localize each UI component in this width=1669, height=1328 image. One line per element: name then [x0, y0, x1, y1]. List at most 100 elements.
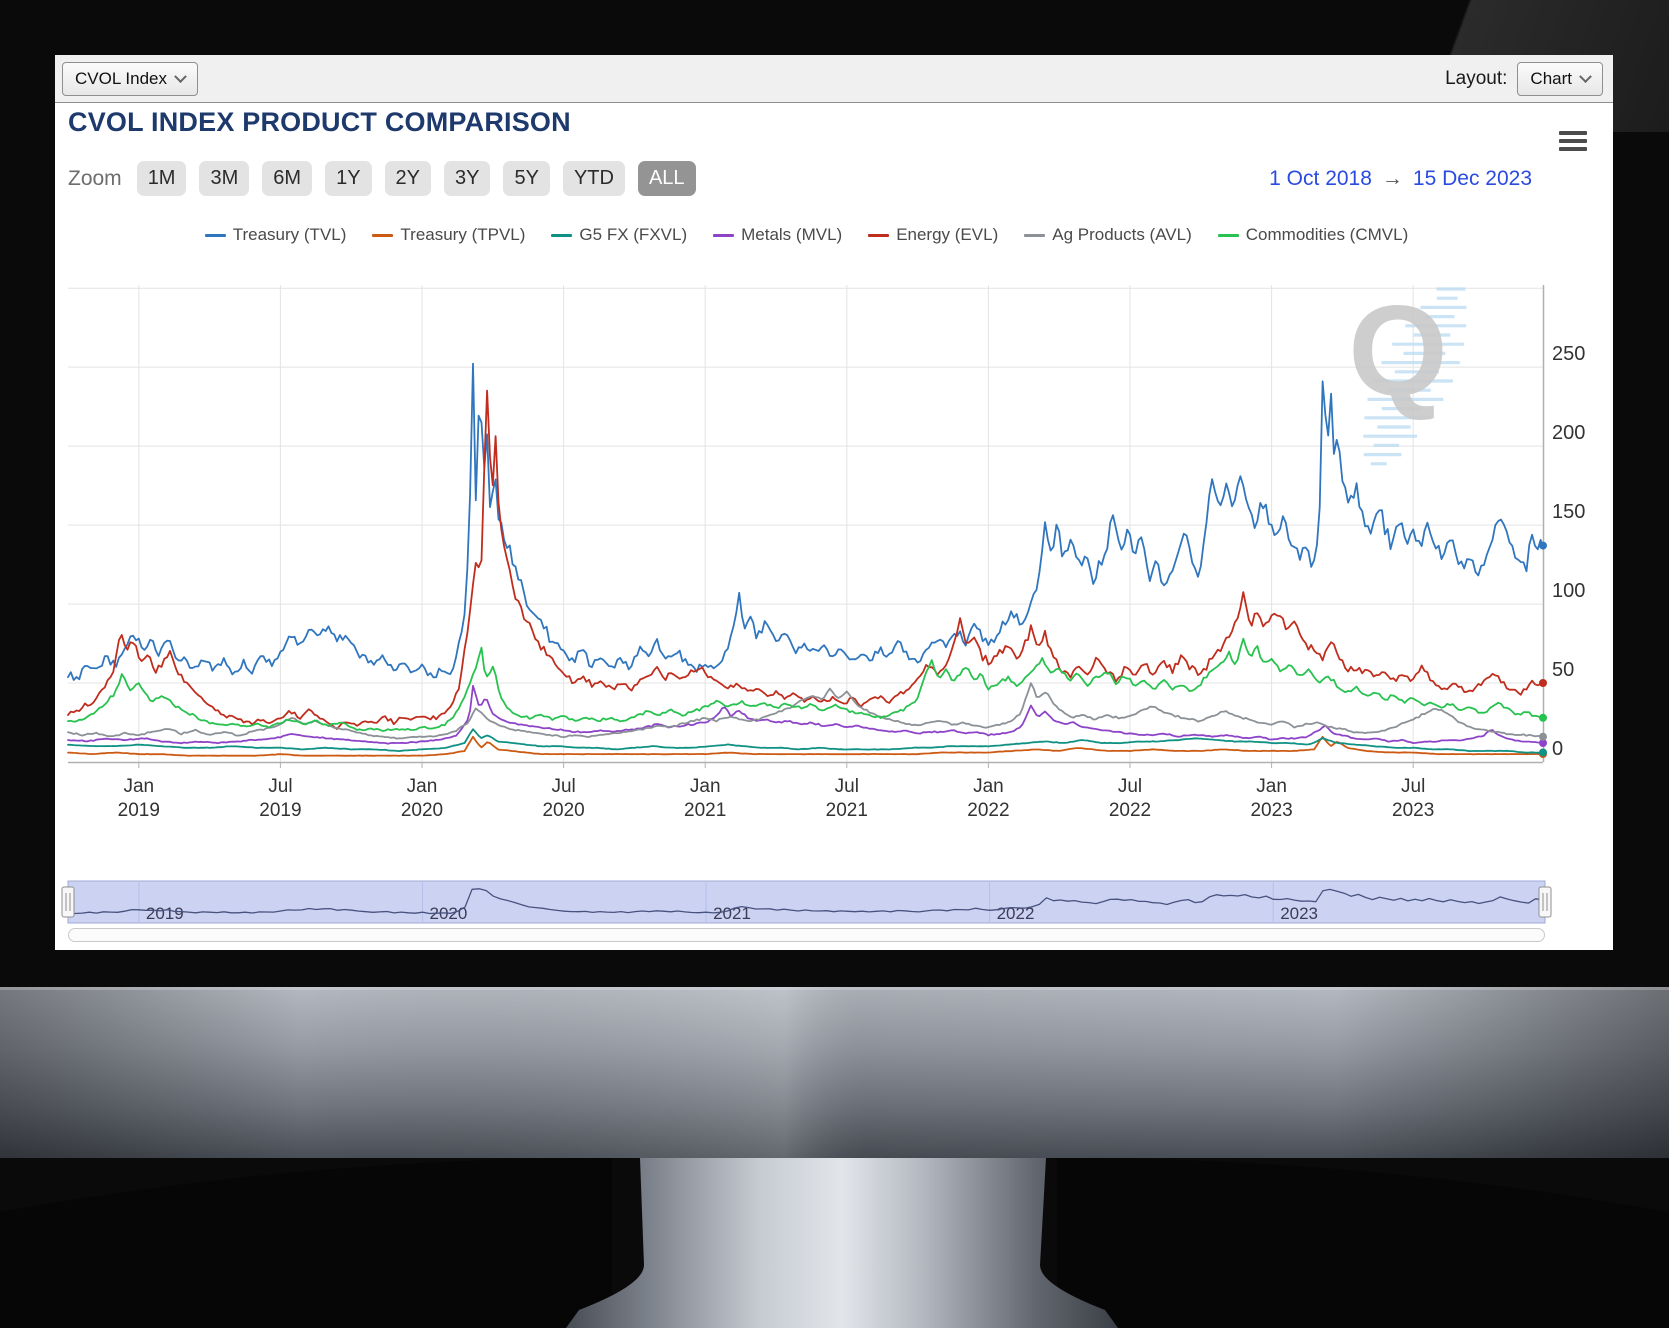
legend-swatch-tvl	[204, 233, 226, 237]
zoom-button-all[interactable]: ALL	[637, 161, 696, 196]
layout-label: Layout:	[1445, 68, 1508, 89]
legend-item-avl[interactable]: Ag Products (AVL)	[1024, 225, 1192, 245]
app-window: CVOL Index Layout: Chart CVOL INDEX PROD…	[55, 55, 1613, 950]
svg-text:2021: 2021	[826, 800, 868, 821]
zoom-button-3y[interactable]: 3Y	[444, 161, 491, 196]
price-chart: Jan 2019 Jul 2019 Jan 2020 Jul 2020 Jan 2021 Jul 20…	[67, 280, 1585, 821]
legend-label: Treasury (TVL)	[232, 225, 347, 244]
svg-text:2022: 2022	[967, 800, 1009, 821]
navigator-range[interactable]	[67, 880, 1546, 924]
monitor-pedestal	[566, 1158, 1118, 1328]
zoom-button-2y[interactable]: 2Y	[384, 161, 432, 196]
svg-text:Jan: Jan	[690, 776, 721, 797]
series-endpoint-mvl	[1539, 739, 1547, 747]
svg-text:Jan: Jan	[123, 776, 154, 797]
monitor-shadow-right	[1057, 1158, 1669, 1328]
svg-text:200: 200	[1552, 422, 1585, 444]
legend-item-cmvl[interactable]: Commodities (CMVL)	[1217, 225, 1409, 245]
svg-text:Jul: Jul	[1401, 776, 1425, 797]
series-line-tpvl[interactable]	[67, 735, 1544, 757]
svg-text:2022: 2022	[1109, 800, 1151, 821]
page-title: CVOL INDEX PRODUCT COMPARISON	[68, 107, 571, 137]
navigator-handle-right[interactable]	[1538, 886, 1552, 918]
range-start-date[interactable]: 1 Oct 2018	[1269, 167, 1372, 190]
y-gridlines	[68, 287, 1543, 684]
svg-text:250: 250	[1552, 343, 1585, 365]
zoom-button-ytd[interactable]: YTD	[562, 161, 625, 196]
svg-text:0: 0	[1552, 738, 1563, 760]
navigator-scrollbar[interactable]	[68, 928, 1545, 942]
legend-label: Energy (EVL)	[896, 225, 999, 244]
svg-text:2020: 2020	[542, 800, 584, 821]
legend-item-fxvl[interactable]: G5 FX (FXVL)	[551, 225, 687, 245]
series-line-fxvl[interactable]	[67, 728, 1544, 754]
navigator[interactable]: 2019 2020 2021 2022 2023	[55, 875, 1613, 950]
svg-text:Jul: Jul	[1118, 776, 1142, 797]
svg-text:2019: 2019	[259, 800, 301, 821]
navigator-year-label: 2019	[146, 904, 184, 923]
chart-context-menu-icon[interactable]	[1559, 131, 1589, 153]
legend-item-mvl[interactable]: Metals (MVL)	[713, 225, 842, 245]
zoom-button-1y[interactable]: 1Y	[325, 161, 372, 196]
svg-text:Jul: Jul	[268, 776, 292, 797]
legend-label: Treasury (TPVL)	[400, 225, 526, 244]
y-axis-labels: 0 50 100 150 200 250	[1552, 343, 1585, 760]
svg-text:Jan: Jan	[973, 776, 1004, 797]
legend-item-evl[interactable]: Energy (EVL)	[868, 225, 998, 245]
series-line-evl[interactable]	[67, 389, 1544, 730]
instrument-select[interactable]: CVOL Index	[62, 62, 198, 96]
legend-swatch-tpvl	[372, 233, 394, 237]
svg-text:Jul: Jul	[835, 776, 859, 797]
zoom-button-3m[interactable]: 3M	[199, 161, 250, 196]
date-range: 1 Oct 2018 → 15 Dec 2023	[1269, 167, 1532, 191]
zoom-button-6m[interactable]: 6M	[262, 161, 313, 196]
monitor-stand	[0, 987, 1669, 1328]
legend-swatch-avl	[1024, 233, 1046, 237]
series-endpoint-evl	[1539, 679, 1547, 687]
svg-text:2023: 2023	[1392, 800, 1434, 821]
svg-text:Jul: Jul	[551, 776, 575, 797]
chevron-down-icon	[174, 69, 187, 83]
svg-text:2023: 2023	[1250, 800, 1292, 821]
layout-control: Layout: Chart	[1445, 55, 1603, 103]
series-line-tvl[interactable]	[67, 362, 1544, 681]
layout-select[interactable]: Chart	[1517, 62, 1603, 96]
series-line-mvl[interactable]	[67, 684, 1544, 745]
svg-text:100: 100	[1552, 580, 1585, 602]
zoom-button-5y[interactable]: 5Y	[503, 161, 550, 196]
navigator-handle-left[interactable]	[61, 886, 75, 918]
x-axis-labels: Jan 2019 Jul 2019 Jan 2020 Jul 2020 Jan 2021 Jul 20…	[118, 776, 1435, 821]
legend-swatch-evl	[868, 233, 890, 237]
svg-text:2021: 2021	[684, 800, 726, 821]
svg-text:150: 150	[1552, 501, 1585, 523]
series-endpoint-tvl	[1539, 541, 1547, 550]
zoom-label: Zoom	[68, 166, 122, 190]
watermark-q: Q	[1348, 280, 1467, 466]
legend-label: Commodities (CMVL)	[1245, 225, 1409, 244]
legend-swatch-fxvl	[551, 233, 573, 237]
chart-legend: Treasury (TVL) Treasury (TPVL) G5 FX (FXVL…	[68, 225, 1545, 245]
top-toolbar: CVOL Index Layout: Chart	[55, 55, 1613, 103]
legend-label: G5 FX (FXVL)	[579, 225, 688, 244]
series-endpoint-cmvl	[1539, 713, 1547, 722]
range-end-date[interactable]: 15 Dec 2023	[1412, 167, 1532, 190]
series-endpoint-avl	[1539, 732, 1547, 741]
legend-item-tpvl[interactable]: Treasury (TPVL)	[372, 225, 525, 245]
svg-text:2020: 2020	[401, 800, 443, 821]
svg-text:2019: 2019	[118, 800, 160, 821]
series-line-cmvl[interactable]	[67, 637, 1544, 732]
legend-item-tvl[interactable]: Treasury (TVL)	[204, 225, 347, 245]
series-endpoint-fxvl	[1539, 748, 1547, 757]
legend-swatch-mvl	[713, 233, 735, 237]
svg-text:Jan: Jan	[1256, 776, 1287, 797]
navigator-year-label: 2023	[1280, 904, 1318, 923]
svg-text:Jan: Jan	[407, 776, 438, 797]
zoom-button-1m[interactable]: 1M	[136, 161, 187, 196]
instrument-select-value: CVOL Index	[75, 69, 167, 88]
zoom-button-group: 1M 3M 6M 1Y 2Y 3Y 5Y YTD ALL	[136, 161, 696, 196]
chevron-down-icon	[1579, 69, 1592, 83]
monitor-shadow-left	[0, 1158, 612, 1328]
legend-swatch-cmvl	[1217, 233, 1239, 237]
svg-text:Q: Q	[1348, 280, 1448, 423]
